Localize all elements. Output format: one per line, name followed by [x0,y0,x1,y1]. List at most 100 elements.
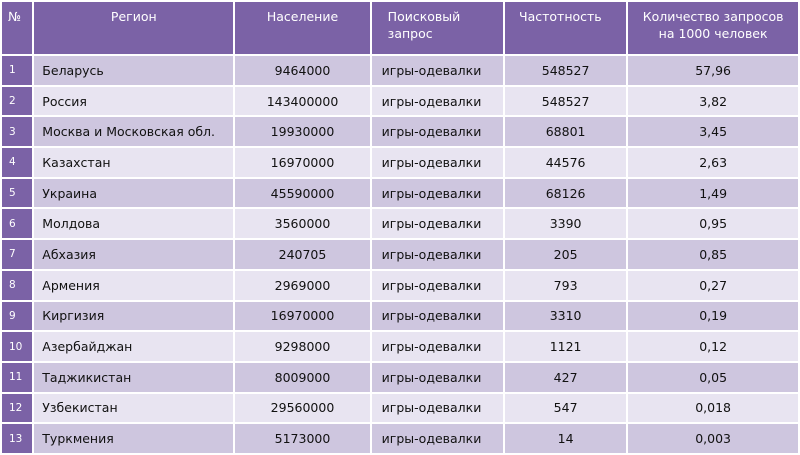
header-frequency[interactable]: Частотность [505,2,627,54]
header-row: № Регион Население Поисковый запрос Част… [2,2,798,54]
per-thousand-cell: 0,27 [628,270,798,300]
row-number: 4 [2,148,33,177]
table-body: 1 Беларусь 9464000 игры-одевалки 548527 57,96… [2,56,798,453]
table-row: 7 Абхазия 240705 игры-одевалки 205 0,85 [2,240,798,269]
row-number: 2 [2,86,33,116]
per-thousand-cell: 2,63 [628,148,798,177]
header-population[interactable]: Население [235,2,370,54]
table-row: 10 Азербайджан 9298000 игры-одевалки 1121 0,1… [2,332,798,361]
query-cell: игры-одевалки [371,362,503,392]
table-row: 5 Украина 45590000 игры-одевалки 68126 1,49 [2,178,798,208]
frequency-cell: 548527 [505,86,627,116]
row-number: 8 [2,270,33,300]
frequency-cell: 1121 [505,332,627,361]
query-cell: игры-одевалки [371,240,503,269]
region-cell: Украина [34,178,234,208]
table-row: 6 Молдова 3560000 игры-одевалки 3390 0,95 [2,209,798,239]
table-row: 12 Узбекистан 29560000 игры-одевалки 547 0,01… [2,393,798,423]
row-number: 9 [2,301,33,331]
table-row: 3 Москва и Московская обл. 19930000 игры-од… [2,117,798,147]
table-row: 11 Таджикистан 8009000 игры-одевалки 427 0,05 [2,362,798,392]
header-region[interactable]: Регион [34,2,234,54]
population-cell: 3560000 [235,209,370,239]
table-row: 2 Россия 143400000 игры-одевалки 548527 3,82 [2,86,798,116]
row-number: 10 [2,332,33,361]
frequency-cell: 793 [505,270,627,300]
frequency-cell: 205 [505,240,627,269]
query-cell: игры-одевалки [371,148,503,177]
region-cell: Молдова [34,209,234,239]
per-thousand-cell: 0,19 [628,301,798,331]
row-number: 13 [2,424,33,453]
query-cell: игры-одевалки [371,86,503,116]
region-cell: Казахстан [34,148,234,177]
frequency-cell: 68801 [505,117,627,147]
table-header: № Регион Население Поисковый запрос Част… [2,2,798,54]
region-cell: Таджикистан [34,362,234,392]
header-per-thousand[interactable]: Количество запросов на 1000 человек [628,2,798,54]
population-cell: 29560000 [235,393,370,423]
per-thousand-cell: 0,018 [628,393,798,423]
row-number: 3 [2,117,33,147]
frequency-cell: 548527 [505,56,627,85]
per-thousand-cell: 0,003 [628,424,798,453]
population-cell: 16970000 [235,148,370,177]
frequency-cell: 14 [505,424,627,453]
per-thousand-cell: 0,12 [628,332,798,361]
row-number: 6 [2,209,33,239]
population-cell: 2969000 [235,270,370,300]
region-cell: Киргизия [34,301,234,331]
per-thousand-cell: 1,49 [628,178,798,208]
query-cell: игры-одевалки [371,424,503,453]
row-number: 5 [2,178,33,208]
frequency-cell: 3310 [505,301,627,331]
query-cell: игры-одевалки [371,301,503,331]
query-cell: игры-одевалки [371,209,503,239]
population-cell: 5173000 [235,424,370,453]
population-cell: 143400000 [235,86,370,116]
frequency-cell: 68126 [505,178,627,208]
frequency-cell: 3390 [505,209,627,239]
table-row: 9 Киргизия 16970000 игры-одевалки 3310 0,19 [2,301,798,331]
row-number: 7 [2,240,33,269]
population-cell: 45590000 [235,178,370,208]
per-thousand-cell: 0,05 [628,362,798,392]
frequency-cell: 427 [505,362,627,392]
header-query[interactable]: Поисковый запрос [371,2,503,54]
region-cell: Армения [34,270,234,300]
query-cell: игры-одевалки [371,117,503,147]
table-row: 4 Казахстан 16970000 игры-одевалки 44576 2,63 [2,148,798,177]
row-number: 1 [2,56,33,85]
per-thousand-cell: 0,85 [628,240,798,269]
header-num[interactable]: № [2,2,33,54]
population-cell: 19930000 [235,117,370,147]
population-cell: 9464000 [235,56,370,85]
per-thousand-cell: 3,82 [628,86,798,116]
table-row: 8 Армения 2969000 игры-одевалки 793 0,27 [2,270,798,300]
region-cell: Беларусь [34,56,234,85]
table-row: 13 Туркмения 5173000 игры-одевалки 14 0,003 [2,424,798,453]
population-cell: 16970000 [235,301,370,331]
table-row: 1 Беларусь 9464000 игры-одевалки 548527 57,96 [2,56,798,85]
per-thousand-cell: 0,95 [628,209,798,239]
row-number: 12 [2,393,33,423]
query-cell: игры-одевалки [371,270,503,300]
population-cell: 240705 [235,240,370,269]
region-cell: Азербайджан [34,332,234,361]
region-cell: Москва и Московская обл. [34,117,234,147]
per-thousand-cell: 3,45 [628,117,798,147]
frequency-cell: 44576 [505,148,627,177]
region-cell: Узбекистан [34,393,234,423]
query-cell: игры-одевалки [371,56,503,85]
per-thousand-cell: 57,96 [628,56,798,85]
query-cell: игры-одевалки [371,332,503,361]
region-cell: Туркмения [34,424,234,453]
row-number: 11 [2,362,33,392]
query-cell: игры-одевалки [371,178,503,208]
population-cell: 8009000 [235,362,370,392]
population-cell: 9298000 [235,332,370,361]
frequency-cell: 547 [505,393,627,423]
region-cell: Россия [34,86,234,116]
